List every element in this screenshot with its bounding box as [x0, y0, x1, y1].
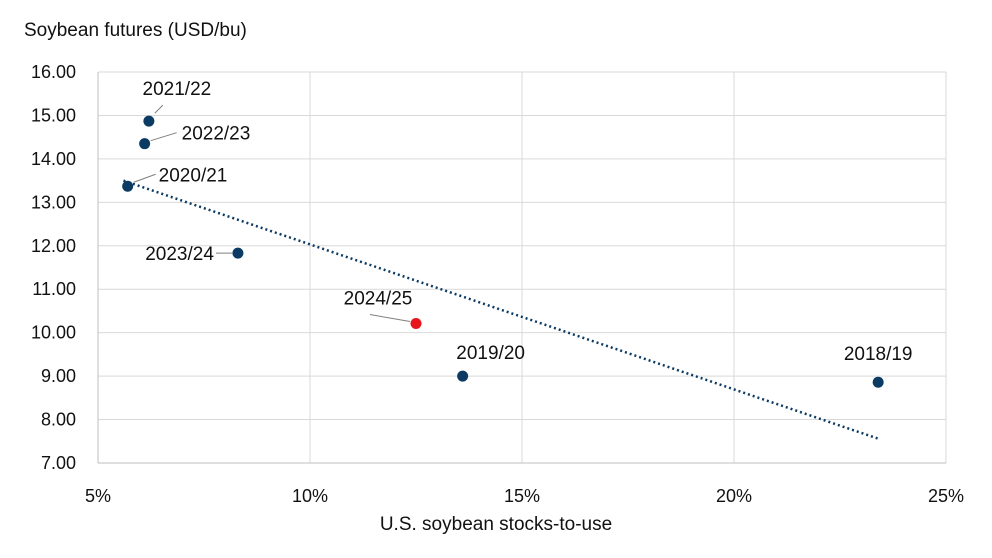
point-label: 2018/19 — [844, 344, 913, 365]
y-tick-label: 14.00 — [31, 149, 76, 169]
y-tick-label: 13.00 — [31, 192, 76, 212]
point-label: 2019/20 — [456, 343, 525, 364]
data-point — [457, 370, 469, 382]
x-tick-label: 15% — [504, 486, 540, 506]
x-tick-label: 10% — [292, 486, 328, 506]
trendline-group — [123, 179, 879, 440]
point-label: 2021/22 — [143, 79, 212, 100]
data-point — [143, 115, 155, 127]
leader-line — [369, 314, 411, 323]
point-labels: 2021/22 2022/23 2020/21 2023/24 2024/25 2019/… — [143, 79, 913, 365]
x-tick-label: 5% — [85, 486, 111, 506]
data-points — [122, 115, 884, 388]
y-tick-label: 11.00 — [32, 279, 76, 299]
y-tick-label: 15.00 — [31, 105, 76, 125]
point-label: 2020/21 — [159, 165, 228, 186]
trendline — [123, 179, 879, 440]
y-tick-label: 10.00 — [31, 323, 76, 343]
data-point — [139, 138, 151, 150]
point-label: 2024/25 — [344, 289, 413, 310]
leader-line — [154, 104, 164, 114]
data-point — [232, 247, 244, 259]
y-tick-label: 16.00 — [31, 62, 76, 82]
point-label: 2022/23 — [182, 124, 251, 145]
x-tick-label: 25% — [928, 486, 964, 506]
gridlines — [98, 71, 947, 463]
y-tick-label: 9.00 — [41, 366, 76, 386]
data-point — [872, 376, 884, 388]
y-axis-title: Soybean futures (USD/bu) — [24, 20, 247, 41]
y-tick-label: 12.00 — [31, 236, 76, 256]
x-tick-label: 20% — [716, 486, 752, 506]
data-point — [410, 318, 422, 330]
leader-line — [150, 132, 177, 142]
leader-line — [133, 173, 156, 183]
leader-lines — [133, 104, 411, 323]
data-point — [122, 180, 134, 192]
x-axis-title: U.S. soybean stocks-to-use — [379, 514, 613, 535]
y-tick-label: 7.00 — [41, 453, 76, 473]
axes — [97, 72, 946, 464]
point-label: 2023/24 — [145, 244, 214, 265]
y-tick-label: 8.00 — [41, 410, 76, 430]
tick-labels: 7.00 8.00 9.00 10.00 11.00 12.00 13.00 14.00 15.… — [31, 62, 964, 506]
